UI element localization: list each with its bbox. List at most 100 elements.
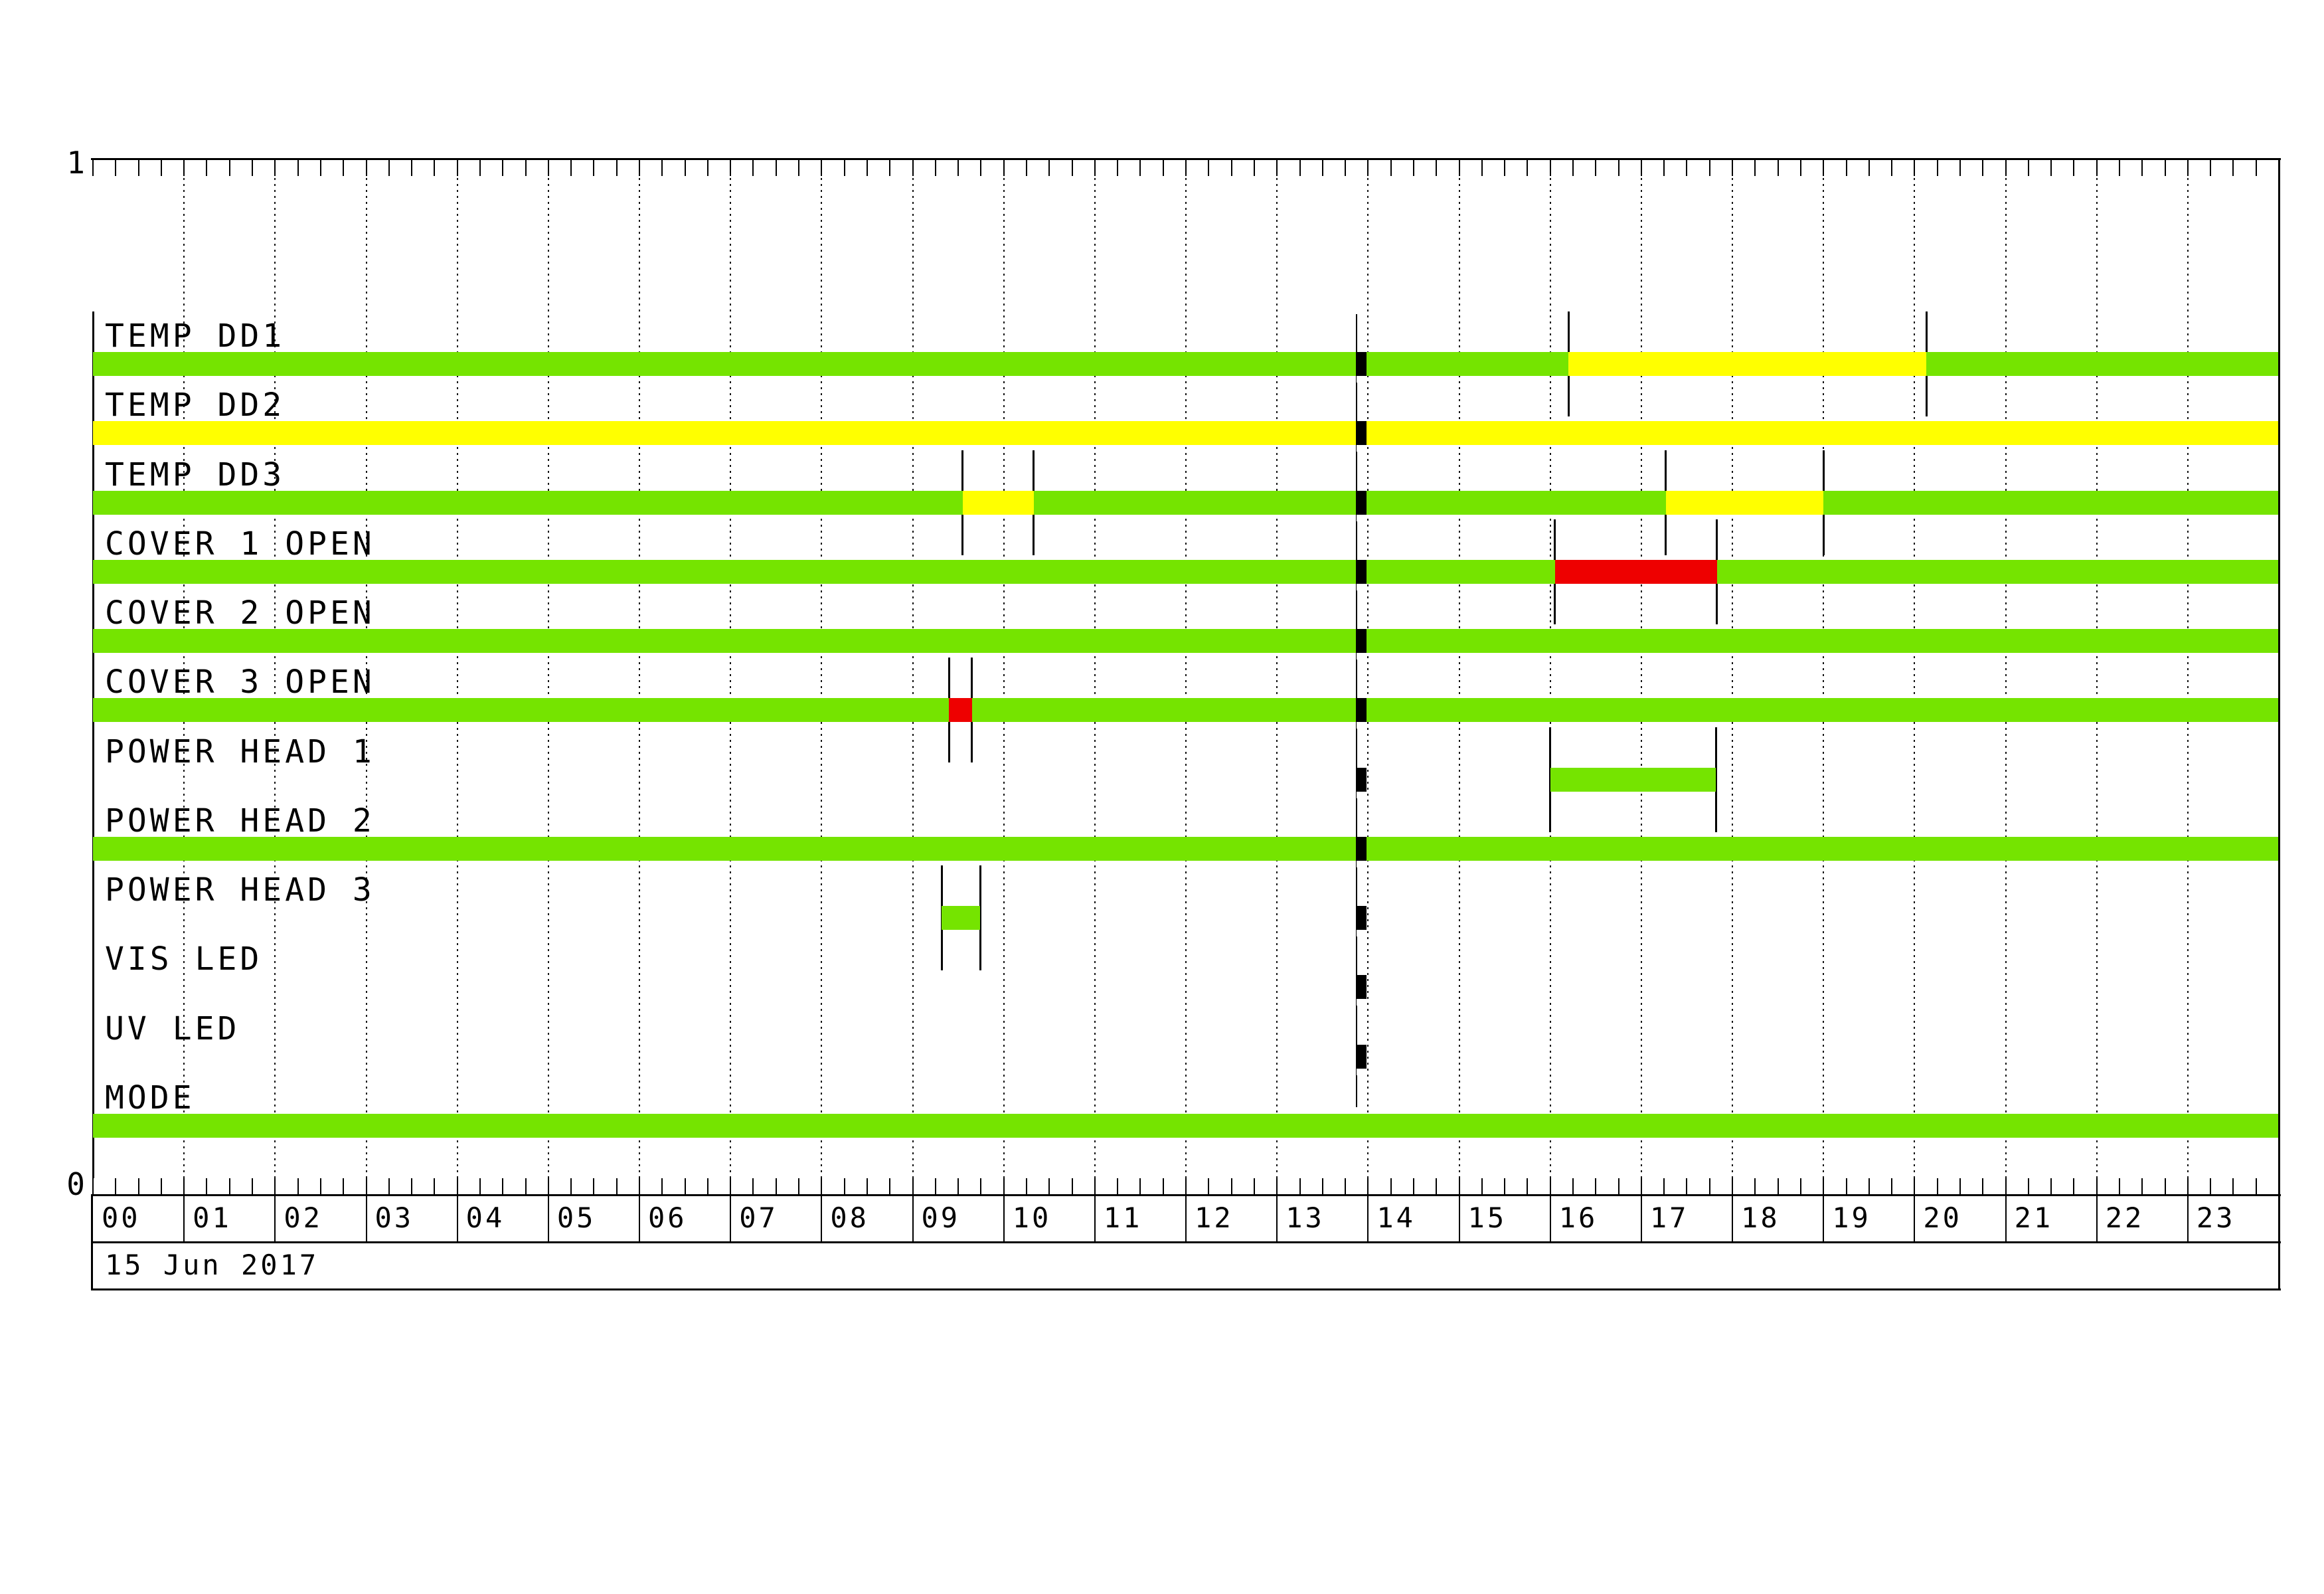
top-axis-tick	[1208, 160, 1210, 176]
bottom-axis-tick	[1458, 1178, 1460, 1194]
top-axis-tick	[411, 160, 413, 176]
top-axis-tick	[1003, 160, 1005, 176]
hour-cell-separator	[1640, 1196, 1642, 1241]
hour-label-13: 13	[1286, 1201, 1325, 1234]
hour-cell-separator	[1094, 1196, 1096, 1241]
row-label-temp-dd1: TEMP DD1	[105, 317, 286, 355]
bottom-axis-tick	[821, 1178, 823, 1194]
hour-gridline	[1914, 160, 1916, 1194]
hour-label-14: 14	[1376, 1201, 1416, 1234]
right-border-line	[2278, 158, 2281, 1290]
top-axis-tick	[1117, 160, 1119, 176]
bottom-axis-tick	[1663, 1178, 1665, 1194]
row-label-power-head-3: POWER HEAD 3	[105, 871, 375, 909]
status-bar-temp-dd3-ok	[93, 490, 963, 515]
row-label-mode: MODE	[105, 1079, 195, 1116]
top-axis-tick	[1823, 160, 1825, 176]
top-axis-tick	[1458, 160, 1460, 176]
hour-cell-separator	[1185, 1196, 1187, 1241]
top-axis-tick	[1253, 160, 1255, 176]
hour-label-19: 19	[1832, 1201, 1871, 1234]
top-axis-tick	[1891, 160, 1893, 176]
bottom-axis-tick	[2210, 1178, 2212, 1194]
status-bar-temp-dd3-ok	[1823, 490, 2280, 515]
hour-gridline	[1823, 160, 1825, 1194]
top-axis-tick	[1412, 160, 1414, 176]
time-cursor-mark-power-head-1	[1357, 767, 1367, 798]
top-axis-tick	[434, 160, 436, 176]
hour-gridline	[2096, 160, 2098, 1194]
bottom-axis-tick	[1299, 1178, 1301, 1194]
status-bar-cover-3-open-ok	[93, 698, 950, 723]
bottom-axis-tick	[1436, 1178, 1438, 1194]
transition-marker-uv-led	[92, 1004, 94, 1109]
hour-label-20: 20	[1923, 1201, 1962, 1234]
top-axis-tick	[252, 160, 254, 176]
top-axis-tick	[183, 160, 185, 176]
hour-label-09: 09	[921, 1201, 961, 1234]
row-label-cover-2-open: COVER 2 OPEN	[105, 594, 375, 632]
bottom-axis-tick	[1276, 1178, 1278, 1194]
hour-label-03: 03	[374, 1201, 414, 1234]
top-axis-tick	[1845, 160, 1847, 176]
top-axis-tick	[889, 160, 891, 176]
time-cursor-mark-uv-led	[1357, 1044, 1367, 1075]
row-label-vis-led: VIS LED	[105, 940, 263, 978]
status-bar-cover-3-open-ok	[971, 698, 2280, 723]
hour-label-01: 01	[193, 1201, 232, 1234]
bottom-axis-tick	[661, 1178, 663, 1194]
bottom-axis-line	[91, 1194, 2282, 1196]
bottom-axis-tick	[2232, 1178, 2234, 1194]
top-axis-tick	[775, 160, 777, 176]
hour-label-06: 06	[648, 1201, 687, 1234]
status-bar-temp-dd1-ok	[1926, 352, 2280, 376]
row-label-cover-1-open: COVER 1 OPEN	[105, 525, 375, 563]
bottom-axis-tick	[1185, 1178, 1187, 1194]
bottom-axis-tick	[2027, 1178, 2029, 1194]
hour-label-04: 04	[465, 1201, 505, 1234]
status-bar-power-head-3-ok	[942, 906, 981, 930]
hour-cell-separator	[2187, 1196, 2189, 1241]
row-label-temp-dd3: TEMP DD3	[105, 456, 286, 493]
top-axis-tick	[2164, 160, 2166, 176]
hour-cell-separator	[547, 1196, 549, 1241]
hour-label-07: 07	[739, 1201, 778, 1234]
bottom-axis-tick	[2005, 1178, 2007, 1194]
bottom-axis-tick	[115, 1178, 117, 1194]
top-axis-tick	[1754, 160, 1756, 176]
bottom-axis-tick	[593, 1178, 595, 1194]
time-cursor-mark-power-head-3	[1357, 906, 1367, 937]
y-axis-label-bottom: 0	[66, 1166, 85, 1202]
top-axis-tick	[274, 160, 276, 176]
hour-label-row-bottom-line	[91, 1241, 2282, 1243]
top-axis-tick	[570, 160, 572, 176]
hour-cell-separator	[1732, 1196, 1734, 1241]
bottom-axis-tick	[2164, 1178, 2166, 1194]
y-axis-label-top: 1	[66, 145, 85, 181]
bottom-axis-tick	[1891, 1178, 1893, 1194]
time-cursor-mark-cover-2-open	[1357, 629, 1367, 660]
bottom-axis-tick	[1481, 1178, 1483, 1194]
time-cursor-mark-cover-1-open	[1357, 559, 1367, 590]
label-box-left-border	[91, 1194, 93, 1290]
top-axis-tick	[957, 160, 959, 176]
top-axis-tick	[2278, 160, 2280, 176]
top-axis-tick	[1799, 160, 1801, 176]
hour-gridline	[639, 160, 641, 1194]
top-axis-tick	[1094, 160, 1096, 176]
hour-gridline	[730, 160, 732, 1194]
top-axis-tick	[752, 160, 754, 176]
hour-gridline	[1003, 160, 1005, 1194]
bottom-axis-tick	[706, 1178, 708, 1194]
hour-gridline	[365, 160, 367, 1194]
bottom-axis-tick	[502, 1178, 504, 1194]
hour-label-21: 21	[2014, 1201, 2054, 1234]
hour-cell-separator	[2005, 1196, 2007, 1241]
hour-cell-separator	[1003, 1196, 1005, 1241]
hour-cell-separator	[1823, 1196, 1825, 1241]
bottom-axis-tick	[1732, 1178, 1734, 1194]
bottom-axis-tick	[479, 1178, 481, 1194]
top-axis-tick	[593, 160, 595, 176]
top-axis-tick	[1162, 160, 1164, 176]
top-axis-tick	[319, 160, 321, 176]
